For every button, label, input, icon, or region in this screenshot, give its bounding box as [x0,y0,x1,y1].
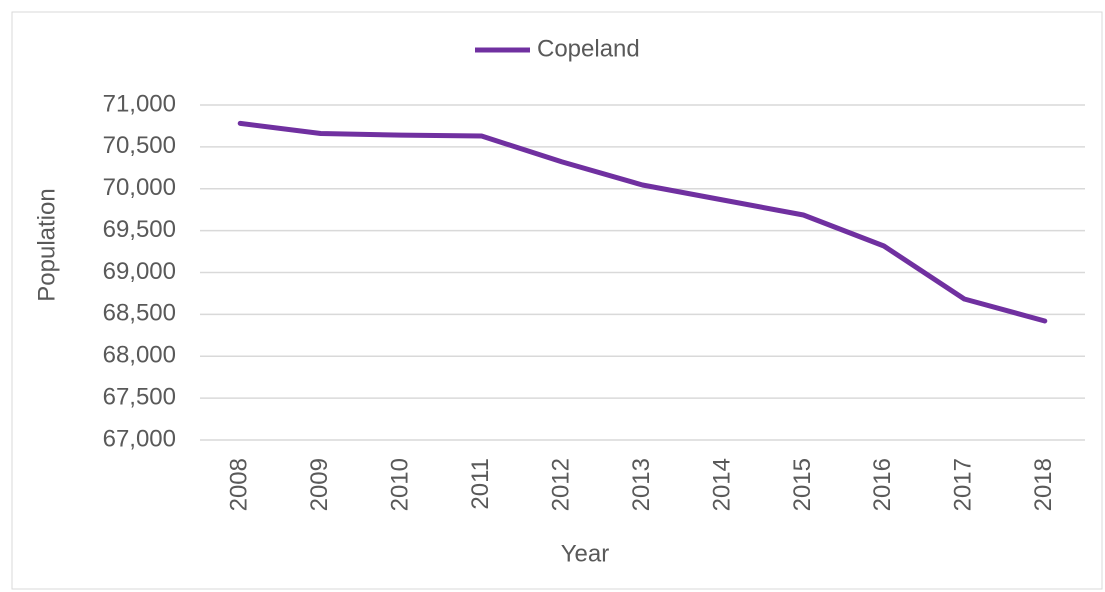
y-tick-label: 68,500 [103,300,176,327]
x-tick-label: 2017 [950,458,977,511]
y-tick-label: 67,000 [103,425,176,452]
y-axis-title: Population [33,188,60,301]
x-tick-label: 2013 [628,458,655,511]
y-tick-label: 69,500 [103,216,176,243]
x-tick-label: 2015 [789,458,816,511]
x-tick-label: 2014 [708,458,735,511]
chart-border [11,11,1103,590]
y-tick-label: 69,000 [103,258,176,285]
legend-label: Copeland [537,35,640,62]
data-line [237,120,1048,324]
x-tick-label: 2009 [306,458,333,511]
y-tick-label: 70,000 [103,174,176,201]
x-tick-label: 2016 [869,458,896,511]
x-tick-label: 2011 [467,458,494,510]
y-tick-label: 71,000 [103,90,176,117]
x-tick-label: 2010 [386,458,413,511]
y-tick-label: 68,000 [103,342,176,369]
y-tick-label: 67,500 [103,383,176,410]
x-tick-label: 2012 [547,458,574,511]
x-tick-label: 2018 [1030,458,1057,511]
x-axis-title: Year [561,540,610,567]
x-tick-label: 2008 [226,458,253,511]
y-tick-label: 70,500 [103,132,176,159]
